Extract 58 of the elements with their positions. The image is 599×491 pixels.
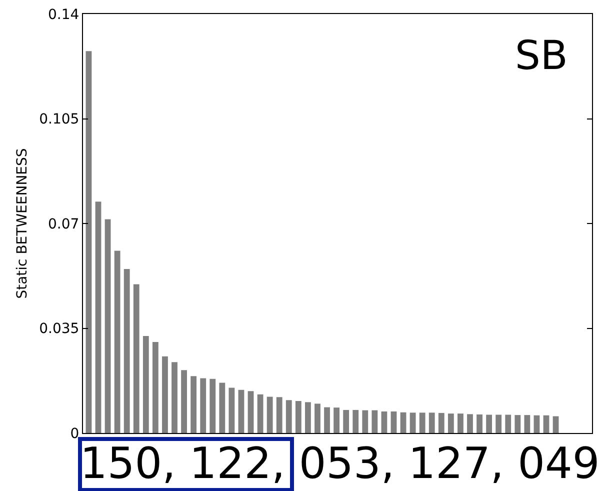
annotation: SB xyxy=(515,33,568,79)
bar xyxy=(228,388,235,433)
bar xyxy=(505,414,512,433)
bar xyxy=(238,390,244,433)
bar xyxy=(295,400,302,433)
y-tick-label: 0.105 xyxy=(39,112,80,128)
bar xyxy=(362,410,368,433)
bar xyxy=(266,396,273,433)
bar xyxy=(86,51,92,433)
bar xyxy=(95,202,102,433)
bar xyxy=(400,412,406,433)
bar xyxy=(114,250,120,433)
bar xyxy=(381,411,388,433)
bar xyxy=(476,414,482,433)
bar xyxy=(352,410,359,433)
bar xyxy=(372,410,378,433)
bar xyxy=(390,411,397,433)
y-axis-title: Static BETWEENNESS xyxy=(14,148,31,299)
bar xyxy=(104,219,111,433)
y-tick-label: 0.07 xyxy=(48,216,80,232)
bar xyxy=(276,397,282,433)
bar xyxy=(552,416,559,433)
text: 150, 122, 053, 127, 049 xyxy=(80,439,599,489)
bar xyxy=(314,404,320,433)
bar xyxy=(410,412,416,433)
bar xyxy=(200,378,206,433)
bar xyxy=(486,414,492,433)
bar xyxy=(210,378,216,433)
bar xyxy=(543,415,550,433)
bar xyxy=(467,414,473,433)
bar xyxy=(448,414,454,433)
bar xyxy=(428,412,435,433)
bar xyxy=(524,415,530,433)
y-tick-label: 0 xyxy=(70,426,80,442)
y-tick-label: 0.035 xyxy=(39,321,80,338)
bar xyxy=(458,414,464,433)
bar xyxy=(142,336,149,433)
bar xyxy=(514,415,521,433)
bar xyxy=(343,410,350,433)
bar xyxy=(133,284,140,433)
bar xyxy=(181,370,187,433)
bar xyxy=(438,412,444,433)
bar xyxy=(496,414,502,433)
bar xyxy=(124,268,130,433)
bar xyxy=(334,408,340,433)
bar xyxy=(152,342,158,433)
bar xyxy=(257,394,264,433)
bar xyxy=(286,400,292,433)
bar xyxy=(172,362,178,433)
bar xyxy=(305,402,311,433)
bar xyxy=(162,356,168,433)
bar xyxy=(419,412,426,433)
y-tick-label: 0.14 xyxy=(48,6,80,23)
bar xyxy=(219,382,226,433)
bar xyxy=(248,391,254,433)
bar xyxy=(534,415,540,433)
bar xyxy=(190,376,197,433)
bar xyxy=(324,407,330,433)
